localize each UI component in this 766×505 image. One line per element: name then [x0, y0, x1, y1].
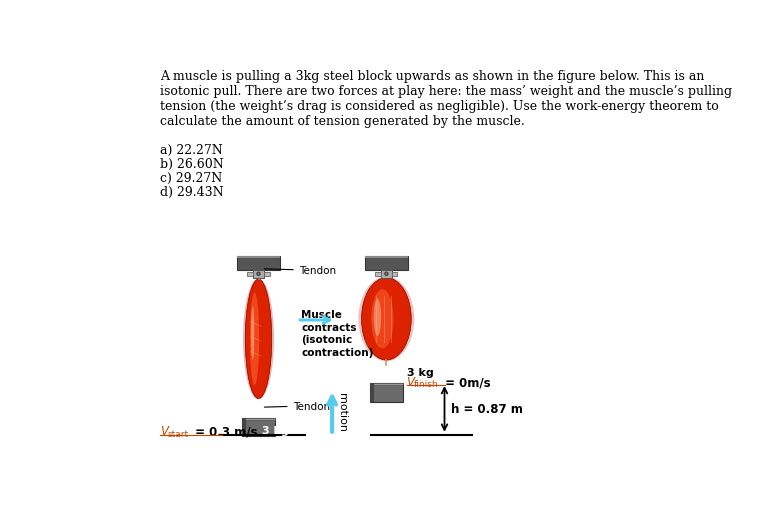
Ellipse shape [372, 289, 394, 349]
Circle shape [257, 273, 260, 276]
Text: 3 kg: 3 kg [262, 425, 288, 435]
Bar [391, 272, 398, 277]
Bar [237, 257, 280, 259]
Bar [381, 270, 391, 278]
Bar [242, 418, 246, 436]
Text: b) 26.60N: b) 26.60N [160, 158, 224, 170]
Bar [370, 383, 403, 402]
Text: motion: motion [337, 393, 347, 432]
Ellipse shape [243, 279, 274, 399]
Bar [264, 272, 270, 277]
Text: c) 29.27N: c) 29.27N [160, 171, 222, 184]
Text: d) 29.43N: d) 29.43N [160, 185, 224, 198]
Text: Muscle
contracts
(isotonic
contraction): Muscle contracts (isotonic contraction) [301, 310, 374, 357]
Text: a) 22.27N: a) 22.27N [160, 143, 223, 157]
Text: Tendon: Tendon [264, 401, 329, 411]
Ellipse shape [362, 278, 411, 360]
Circle shape [385, 273, 388, 276]
Ellipse shape [250, 293, 259, 386]
Text: Tendon: Tendon [264, 266, 336, 276]
Text: start: start [167, 429, 188, 438]
Text: = 0.3 m/s: = 0.3 m/s [191, 425, 257, 437]
Text: h = 0.87 m: h = 0.87 m [450, 402, 522, 416]
Text: A muscle is pulling a 3kg steel block upwards as shown in the figure below. This: A muscle is pulling a 3kg steel block up… [160, 70, 732, 128]
Bar [253, 270, 264, 278]
Text: 3 kg: 3 kg [407, 368, 434, 378]
Bar [365, 257, 408, 259]
Text: = 0m/s: = 0m/s [440, 375, 490, 388]
Bar [237, 257, 280, 270]
Bar [242, 418, 275, 420]
Ellipse shape [374, 299, 381, 336]
Bar [247, 272, 253, 277]
Ellipse shape [358, 277, 414, 362]
Bar [242, 418, 275, 436]
Ellipse shape [245, 280, 272, 399]
Text: finish: finish [414, 380, 438, 389]
Ellipse shape [251, 307, 254, 360]
Text: V: V [160, 425, 168, 437]
Text: V: V [407, 375, 414, 388]
Bar [370, 383, 374, 402]
Bar [375, 272, 381, 277]
Bar [365, 257, 408, 270]
Bar [370, 383, 403, 386]
